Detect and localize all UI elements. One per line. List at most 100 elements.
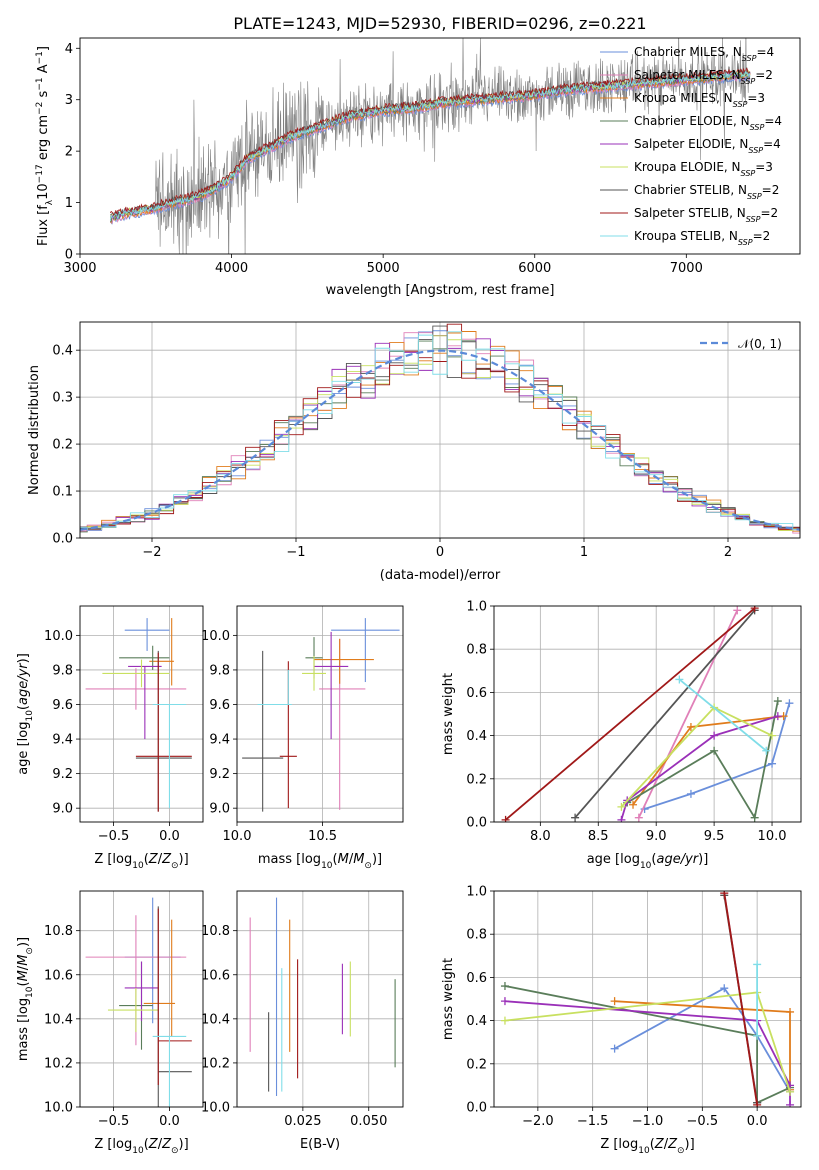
marker [768, 731, 777, 740]
y-tick-label: 0.2 [466, 1057, 487, 1072]
marker [753, 1100, 762, 1107]
errorbar-chabrier-elodie [119, 645, 170, 670]
spectrum-frame [79, 37, 801, 255]
age-vs-mass-xlabel: mass [log10(M/M⊙)] [258, 852, 382, 871]
y-tick-label: 0.6 [466, 686, 487, 701]
marker [720, 891, 729, 898]
y-tick-label: 4 [65, 42, 73, 57]
x-tick-label: 9.0 [646, 829, 667, 844]
legend-label-kroupa-stelib: Kroupa STELIB, NSSP=2 [634, 229, 770, 247]
legend-label-kroupa-miles: Kroupa MILES, NSSP=3 [634, 91, 765, 109]
errorbar-chabrier-miles [124, 897, 181, 1024]
mass-vs-z-xlabel: Z [log10(Z/Z⊙)] [94, 1137, 188, 1156]
model-chabrier-stelib [110, 69, 751, 217]
y-tick-label: 10.0 [201, 629, 230, 644]
marker [753, 1031, 762, 1040]
age-vs-mass-frame [236, 605, 404, 823]
legend-label-chabrier-elodie: Chabrier ELODIE, NSSP=4 [634, 114, 782, 132]
mass-vs-z-ylabel: mass [log10(M/M⊙)] [16, 937, 35, 1061]
x-tick-label: 9.5 [704, 829, 725, 844]
errorbar-salpeter-stelib [135, 652, 192, 812]
y-tick-label: 0.6 [466, 971, 487, 986]
residuals-ylabel: Normed distribution [27, 365, 42, 495]
hist-salpeter-stelib [80, 323, 800, 530]
weight-vs-z-plot-area [500, 891, 795, 1107]
marker [634, 813, 643, 822]
y-tick-label: 0.0 [466, 1101, 487, 1116]
y-tick-label: 10.2 [44, 1056, 73, 1071]
y-tick-label: 0.0 [466, 816, 487, 831]
x-tick-label: 0.0 [747, 1114, 768, 1129]
marker [686, 722, 695, 731]
age-vs-z-ylabel: age [log10(age/yr)] [16, 653, 35, 775]
errorbar-kroupa-stelib [257, 669, 292, 706]
marker [773, 697, 782, 706]
marker [500, 997, 509, 1006]
errorbar-chabrier-stelib [135, 650, 192, 812]
errorbar-kroupa-stelib [152, 1035, 187, 1107]
weight-vs-age-xlabel: age [log10(age/yr)] [587, 852, 709, 871]
series-kroupa-miles [610, 997, 795, 1094]
y-tick-label: 0.3 [52, 391, 73, 406]
y-tick-label: 10.2 [201, 1056, 230, 1071]
y-tick-label: 2 [65, 145, 73, 160]
errorbar-salpeter-miles [85, 668, 187, 710]
hist-kroupa-elodie [80, 335, 800, 531]
marker [720, 984, 729, 993]
weight-vs-z-ylabel: mass weight [441, 958, 456, 1040]
y-tick-label: 9.4 [52, 733, 73, 748]
age-vs-z-frame [79, 605, 204, 823]
series-chabrier-stelib [571, 606, 759, 822]
marker [762, 746, 771, 755]
x-tick-label: 7000 [670, 261, 703, 276]
weight-vs-age-ylabel: mass weight [441, 673, 456, 755]
errorbar-chabrier-stelib [242, 650, 284, 812]
y-tick-label: 10.0 [44, 1101, 73, 1116]
y-tick-label: 0.4 [466, 729, 487, 744]
y-tick-label: 9.2 [209, 767, 230, 782]
marker [786, 1007, 795, 1016]
weight-vs-z-frame [493, 890, 802, 1108]
model-salpeter-stelib [109, 67, 751, 217]
x-tick-label: −2 [142, 545, 161, 560]
marker [750, 813, 759, 822]
y-tick-label: 9.4 [209, 733, 230, 748]
age-vs-mass-plot-area [242, 618, 400, 812]
legend-label-chabrier-miles: Chabrier MILES, NSSP=4 [634, 45, 774, 63]
y-tick-label: 10.0 [44, 629, 73, 644]
errorbar-salpeter-elodie [124, 961, 159, 1022]
x-tick-label: −1.5 [577, 1114, 609, 1129]
y-tick-label: 10.8 [201, 924, 230, 939]
residuals-plot-area [80, 323, 800, 534]
age-vs-z-axes: −0.5 0.0 9.0 9.2 9.4 9.6 9.8 10.0 Z [log10(Z/Z⊙)… [16, 605, 204, 871]
legend-label-salpeter-miles: Salpeter MILES, NSSP=2 [634, 68, 773, 86]
x-tick-label: 0.025 [284, 1114, 321, 1129]
y-tick-label: 10.4 [201, 1012, 230, 1027]
age-vs-mass-axes: 10.0 10.5 9.0 9.2 9.4 9.6 9.8 10.0 mass [log10(M… [201, 605, 404, 871]
x-tick-label: −0.5 [687, 1114, 719, 1129]
spectrum-plot-area [109, 38, 751, 254]
series-salpeter-stelib [720, 891, 762, 1107]
series-chabrier-elodie [623, 697, 782, 822]
spectrum-axes: 3000 4000 5000 6000 7000 0 1 2 3 4 Chabrier MILES,… [35, 37, 801, 298]
marker [773, 712, 782, 721]
legend-label-salpeter-stelib: Salpeter STELIB, NSSP=2 [634, 206, 778, 224]
series-kroupa-stelib [753, 960, 762, 1040]
errorbar-kroupa-stelib [152, 703, 187, 809]
x-tick-label: 10.0 [758, 829, 787, 844]
model-salpeter-elodie [109, 71, 751, 221]
y-tick-label: 0 [65, 248, 73, 263]
x-tick-label: 6000 [518, 261, 551, 276]
x-tick-label: 0.050 [350, 1114, 387, 1129]
legend-label-salpeter-elodie: Salpeter ELODIE, NSSP=4 [634, 137, 781, 155]
weight-vs-z-axes: −2.0 −1.5 −1.0 −0.5 0.0 0.0 0.2 0.4 0.6 0.8 1.0 Z [… [441, 885, 802, 1156]
figure-title: PLATE=1243, MJD=52930, FIBERID=0296, z=0… [233, 14, 646, 33]
weight-vs-age-axes: 8.0 8.5 9.0 9.5 10.0 0.0 0.2 0.4 0.6 0.8 1.0 age [l… [441, 600, 802, 871]
weight-vs-age-plot-area [501, 606, 794, 822]
series-salpeter-stelib [501, 606, 759, 822]
model-kroupa-stelib [109, 70, 751, 222]
marker [786, 1087, 795, 1096]
mass-vs-z-plot-area [85, 897, 192, 1107]
errorbar-kroupa-elodie [302, 656, 326, 691]
